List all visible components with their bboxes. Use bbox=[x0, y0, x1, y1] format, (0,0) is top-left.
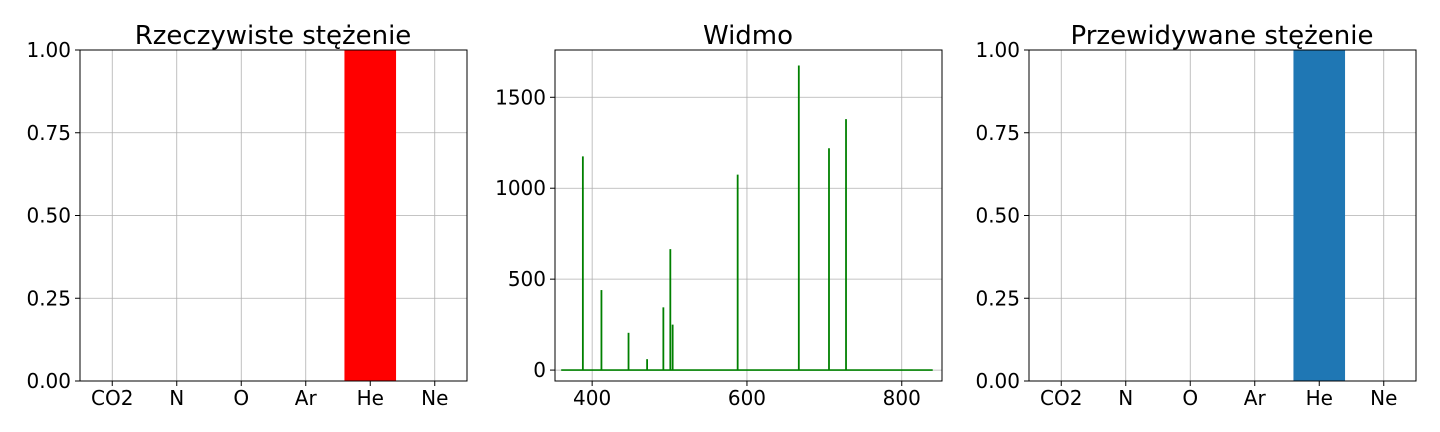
x-tick-label: 400 bbox=[573, 386, 611, 410]
panel-predicted-concentration: Przewidywane stężenie CO2 N O Ar He Ne 0.00 0.2… bbox=[975, 21, 1417, 410]
y-tick-label: 0.50 bbox=[26, 204, 71, 228]
y-tick-label: 0.75 bbox=[26, 121, 71, 145]
x-tick-label: Ar bbox=[1244, 386, 1267, 410]
x-tick-label: N bbox=[1118, 386, 1133, 410]
grid-lines bbox=[555, 50, 942, 381]
y-tick-label: 1500 bbox=[495, 85, 546, 109]
y-tick-label: 0.25 bbox=[26, 286, 71, 310]
x-tick-label: 800 bbox=[883, 386, 921, 410]
x-tick-label: 600 bbox=[728, 386, 766, 410]
x-tick-label: He bbox=[357, 386, 384, 410]
y-tick-label: 500 bbox=[508, 267, 546, 291]
chart-title: Przewidywane stężenie bbox=[1071, 21, 1374, 51]
y-tick-label: 1.00 bbox=[26, 38, 71, 62]
y-tick-label: 0.00 bbox=[26, 369, 71, 393]
x-tick-label: Ne bbox=[1370, 386, 1397, 410]
y-tick-label: 1.00 bbox=[975, 38, 1020, 62]
y-tick-label: 0.00 bbox=[975, 369, 1020, 393]
y-tick-label: 0.50 bbox=[975, 204, 1020, 228]
bar-he bbox=[1293, 50, 1346, 381]
y-tick-label: 0.75 bbox=[975, 121, 1020, 145]
x-tick-label: He bbox=[1306, 386, 1333, 410]
y-tick-label: 1000 bbox=[495, 176, 546, 200]
x-tick-label: N bbox=[169, 386, 184, 410]
chart-title: Rzeczywiste stężenie bbox=[135, 21, 412, 51]
bar-he bbox=[344, 50, 397, 381]
x-tick-label: CO2 bbox=[1040, 386, 1082, 410]
x-tick-label: Ne bbox=[421, 386, 448, 410]
grid-lines bbox=[1029, 49, 1416, 382]
chart-title: Widmo bbox=[703, 21, 793, 51]
panel-spectrum: Widmo 400 600 800 0 500 1000 1500 bbox=[495, 21, 943, 410]
grid-lines bbox=[80, 49, 467, 382]
x-tick-label: O bbox=[1182, 386, 1198, 410]
panel-actual-concentration: Rzeczywiste stężenie CO2 N O Ar He Ne 0.00 0.25… bbox=[26, 21, 468, 410]
x-tick-label: Ar bbox=[295, 386, 318, 410]
x-tick-label: CO2 bbox=[91, 386, 133, 410]
y-tick-label: 0 bbox=[533, 358, 546, 382]
x-tick-label: O bbox=[233, 386, 249, 410]
y-tick-label: 0.25 bbox=[975, 286, 1020, 310]
plot-frame bbox=[554, 49, 943, 382]
